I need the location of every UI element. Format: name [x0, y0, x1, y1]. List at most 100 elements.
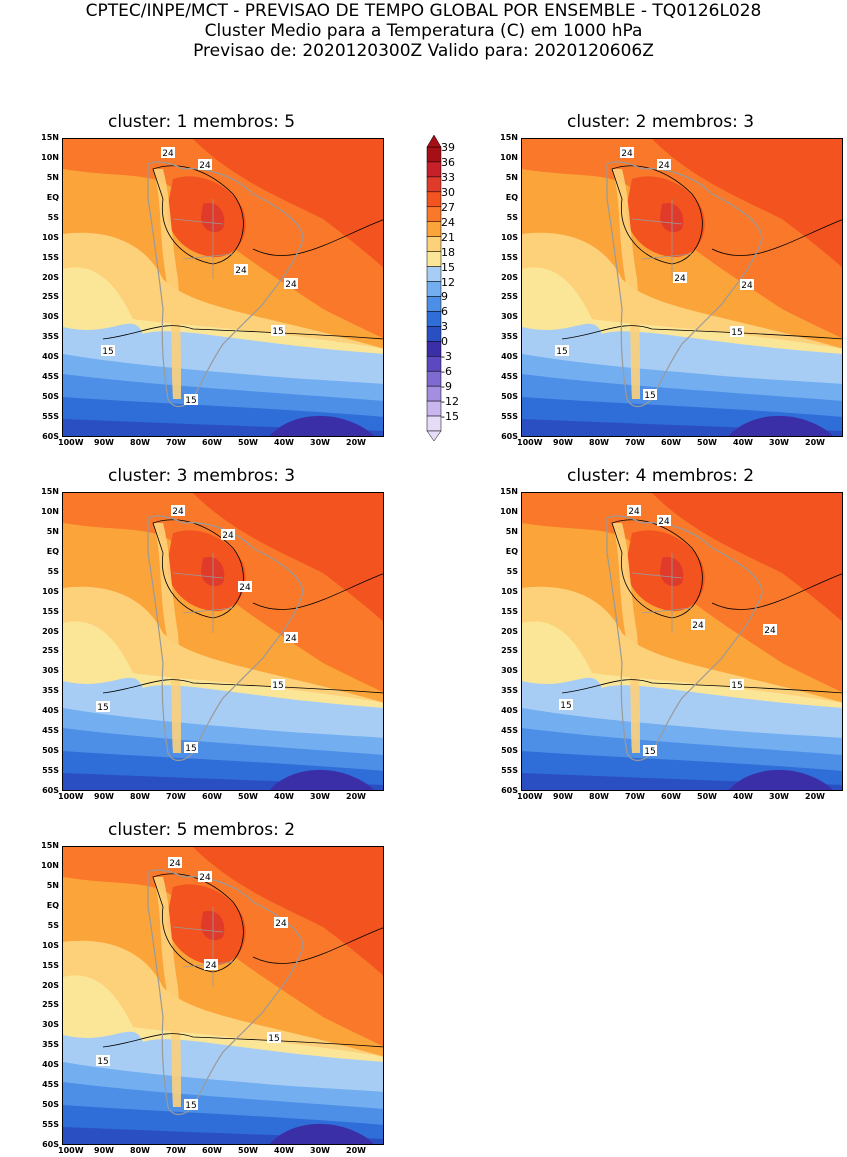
lat-tick-label: 15N: [41, 133, 59, 142]
temperature-map-cluster-4: 24 24 24 24 15 15 15: [521, 492, 843, 791]
colorbar-tick-label: 3: [441, 320, 448, 334]
svg-text:24: 24: [235, 266, 247, 276]
contour-label: 24: [691, 619, 705, 631]
lat-tick-label: 20S: [42, 626, 59, 636]
lat-tick-label: 30S: [42, 1020, 59, 1030]
colorbar-segment: [426, 296, 442, 312]
lon-tick-label: 30W: [310, 1146, 330, 1155]
lat-tick-label: 35S: [501, 332, 518, 342]
contour-label: 15: [101, 345, 115, 357]
svg-text:15: 15: [731, 681, 742, 691]
lat-tick-label: 15S: [42, 606, 59, 616]
lat-tick-label: 20S: [42, 980, 59, 990]
svg-text:15: 15: [556, 347, 567, 357]
lat-tick-label: 25S: [501, 646, 518, 656]
lat-tick-label: 30S: [42, 666, 59, 676]
lon-tick-label: 60W: [661, 792, 681, 801]
lon-tick-label: 20W: [346, 438, 366, 447]
svg-text:24: 24: [239, 583, 251, 593]
lon-tick-label: 40W: [274, 1146, 294, 1155]
figure-dates: Previsao de: 2020120300Z Valido para: 20…: [193, 41, 654, 61]
svg-text:24: 24: [162, 149, 174, 159]
lat-tick-label: 10N: [41, 860, 59, 870]
lat-tick-label: 10S: [501, 586, 518, 596]
contour-label: 24: [657, 515, 671, 527]
lat-tick-label: 5S: [506, 566, 518, 576]
contour-label: 24: [198, 871, 212, 883]
lat-tick-label: 5N: [46, 880, 59, 890]
lat-tick-label: 10S: [501, 232, 518, 242]
lat-tick-label: 35S: [42, 332, 59, 342]
lon-tick-label: 70W: [166, 1146, 186, 1155]
colorbar-segment: [426, 161, 442, 178]
lat-tick-label: 30S: [501, 312, 518, 322]
colorbar-segment: [426, 206, 442, 222]
lon-tick-label: 80W: [130, 438, 150, 447]
colorbar-segment: [426, 385, 442, 402]
colorbar-segment: [426, 146, 442, 163]
lat-tick-label: 15N: [41, 487, 59, 496]
lat-tick-label: 5N: [46, 172, 59, 182]
svg-text:24: 24: [285, 280, 297, 290]
lat-tick-label: 60S: [42, 1140, 59, 1149]
lat-tick-label: 15N: [500, 133, 518, 142]
lon-tick-label: 90W: [94, 1146, 114, 1155]
contour-label: 15: [271, 679, 285, 691]
panel-title: cluster: 5 membros: 2: [108, 820, 296, 840]
colorbar-segment: [426, 176, 442, 193]
svg-text:24: 24: [628, 507, 640, 517]
svg-text:15: 15: [272, 681, 283, 691]
lat-tick-label: EQ: [505, 192, 518, 202]
contour-label: 24: [198, 159, 212, 171]
lat-tick-label: 10N: [41, 506, 59, 516]
lat-tick-label: 50S: [42, 392, 59, 402]
panel-title: cluster: 4 membros: 2: [567, 466, 755, 486]
svg-text:24: 24: [172, 507, 184, 517]
lon-tick-label: 50W: [697, 438, 717, 447]
lat-tick-label: 40S: [42, 1060, 59, 1070]
contour-label: 24: [673, 272, 687, 284]
colorbar-tick-label: 27: [441, 200, 455, 214]
colorbar-tick-label: 18: [441, 245, 455, 259]
svg-text:24: 24: [674, 274, 686, 284]
lon-tick-label: 40W: [733, 792, 753, 801]
colorbar-tick-label: -6: [441, 365, 452, 379]
lon-tick-label: 30W: [769, 792, 789, 801]
svg-text:15: 15: [185, 744, 196, 754]
lat-tick-label: 60S: [501, 432, 518, 441]
lat-tick-label: 15S: [501, 606, 518, 616]
contour-label: 15: [559, 699, 573, 711]
panel-title: cluster: 1 membros: 5: [108, 112, 296, 132]
svg-text:24: 24: [169, 859, 181, 869]
contour-label: 24: [620, 147, 634, 159]
svg-text:24: 24: [275, 919, 287, 929]
lat-tick-label: 5S: [47, 566, 59, 576]
lat-tick-label: 45S: [42, 726, 59, 736]
temperature-map-cluster-1: 24 24 24 24 15 15 15: [62, 138, 384, 437]
lat-tick-label: 45S: [501, 726, 518, 736]
lat-tick-label: 15N: [41, 841, 59, 850]
svg-text:15: 15: [644, 391, 655, 401]
colorbar-segment: [426, 400, 442, 417]
lat-tick-label: 25S: [42, 292, 59, 302]
svg-text:24: 24: [692, 621, 704, 631]
contour-label: 15: [267, 1032, 281, 1044]
lat-tick-label: EQ: [46, 900, 59, 910]
lat-tick-label: 20S: [501, 272, 518, 282]
contour-label: 24: [238, 581, 252, 593]
svg-text:15: 15: [97, 703, 108, 713]
lon-tick-label: 70W: [166, 792, 186, 801]
svg-text:24: 24: [621, 149, 633, 159]
svg-text:24: 24: [199, 873, 211, 883]
colorbar-tick-label: -15: [441, 410, 459, 424]
lat-tick-label: 55S: [42, 766, 59, 776]
lat-tick-label: 20S: [42, 272, 59, 282]
lon-tick-label: 80W: [589, 792, 609, 801]
lon-tick-label: 70W: [625, 792, 645, 801]
lon-tick-label: 50W: [697, 792, 717, 801]
lat-tick-label: 5S: [47, 212, 59, 222]
svg-text:15: 15: [185, 1101, 196, 1111]
colorbar-svg: [426, 134, 442, 442]
colorbar-segment: [426, 326, 442, 342]
colorbar-tick-label: -3: [441, 350, 452, 364]
